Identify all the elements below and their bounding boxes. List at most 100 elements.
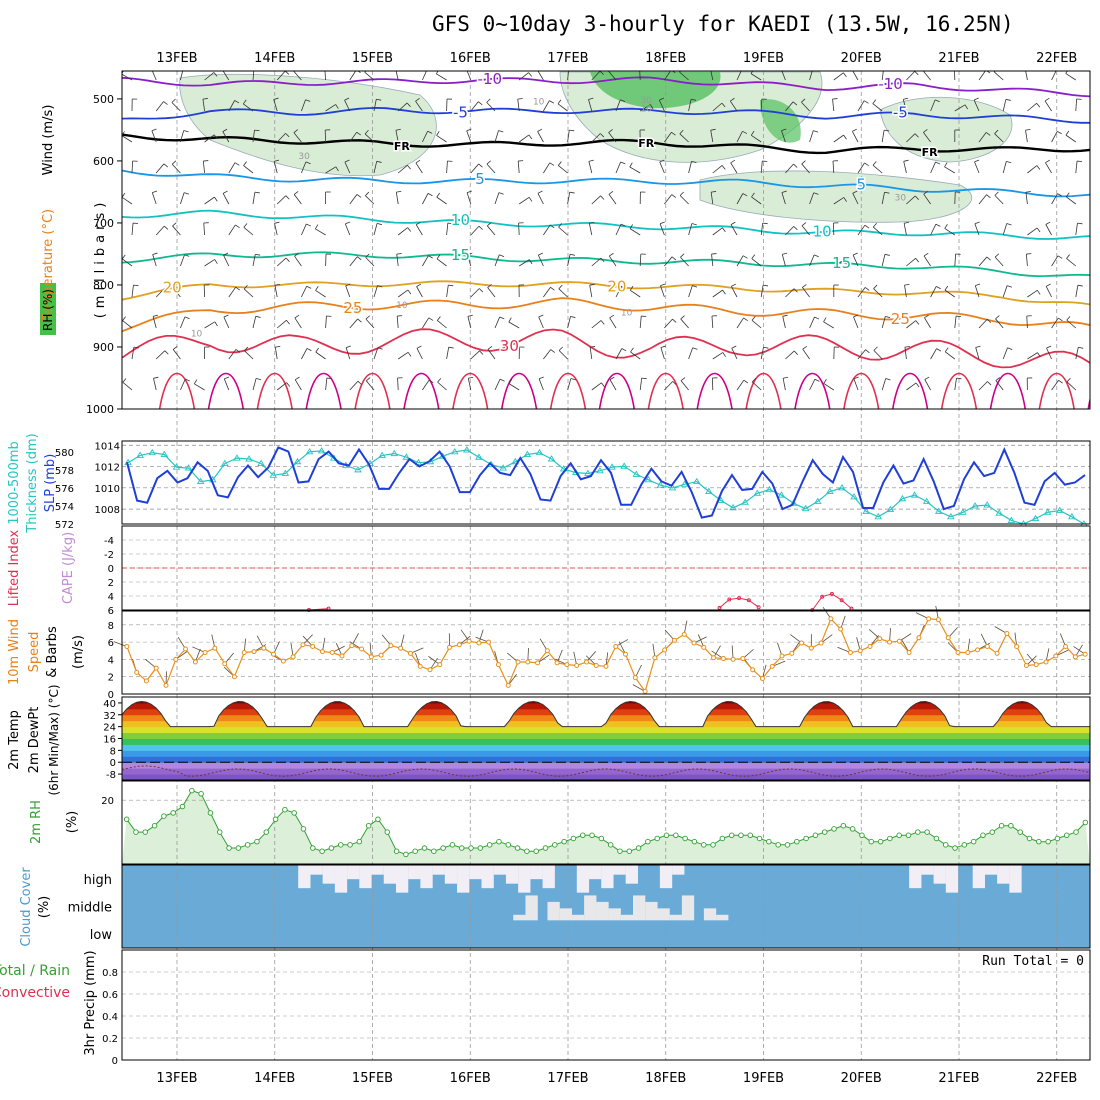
- wind-barb-flag: [904, 283, 910, 286]
- cloud-high-clear: [576, 865, 590, 893]
- wind-barb-flag: [407, 289, 412, 295]
- temp-color-band: [122, 726, 1090, 734]
- temp-color-band: [122, 702, 1090, 710]
- wind-barb: [978, 71, 986, 81]
- wind-speed-marker: [368, 654, 374, 660]
- wind-barb: [397, 164, 408, 174]
- wind-barb: [588, 161, 593, 174]
- thickness-marker: [656, 481, 665, 488]
- wind-barb: [153, 378, 157, 391]
- cloud-mid-clear: [525, 895, 538, 921]
- thickness-marker: [910, 491, 919, 498]
- wind-barb-flag: [550, 286, 555, 291]
- wind-barb: [276, 133, 286, 143]
- wind-barb: [1045, 224, 1052, 236]
- wind-barb-flag: [1057, 255, 1063, 259]
- wind-barb: [301, 99, 306, 112]
- thickness-marker: [475, 453, 483, 460]
- wind-barb-flag: [122, 254, 126, 260]
- wind-barb-flag: [152, 314, 159, 317]
- wind-barb: [508, 321, 520, 329]
- wind-barb: [809, 192, 815, 205]
- wind-barb-flag: [569, 68, 574, 69]
- wind-barb: [467, 316, 472, 329]
- wind-barb-flag: [285, 195, 290, 200]
- rh-marker: [710, 842, 716, 848]
- rh-marker: [663, 832, 670, 839]
- wind-barb-flag: [549, 162, 555, 166]
- wind-speed-marker: [466, 638, 472, 644]
- wind-barb: [591, 133, 601, 143]
- wind-barb: [881, 192, 885, 205]
- wind-barb: [785, 101, 794, 112]
- wind-barb-flag: [903, 97, 909, 100]
- wind-barb: [131, 285, 134, 298]
- wind-barb-flag: [284, 71, 290, 75]
- wind-speed-marker: [926, 616, 932, 622]
- wind-barb: [809, 379, 816, 391]
- label-thickness-1: 1000-500mb: [7, 441, 22, 525]
- wind-speed-marker: [417, 663, 423, 669]
- thickness-marker: [692, 477, 701, 485]
- rh-marker: [468, 845, 474, 851]
- wind-barb-flag: [255, 315, 261, 318]
- wind-barb-flag: [801, 222, 807, 226]
- wind-barb: [122, 135, 133, 143]
- wind-barb: [395, 71, 399, 81]
- wind-barb: [1051, 131, 1058, 143]
- wind-barb-flag: [872, 99, 877, 104]
- wind-barb-flag: [1006, 285, 1012, 288]
- wind-barb-flag: [944, 285, 949, 291]
- wind-barb: [680, 318, 689, 329]
- wind-barb: [608, 132, 617, 143]
- precip-tick-label: 0.6: [102, 990, 118, 1001]
- wind-barb: [995, 318, 1004, 329]
- li-tick-label: -2: [104, 550, 114, 561]
- isotherm-label: 20: [607, 278, 626, 296]
- panel-frame-upper: [121, 70, 1091, 410]
- wind-speed-marker: [515, 659, 521, 665]
- wind-speed-marker: [593, 662, 599, 668]
- rh-marker: [579, 832, 586, 839]
- thickness-marker: [947, 512, 955, 520]
- wind-barb: [345, 285, 351, 298]
- date-label-bottom: 14FEB: [254, 1071, 295, 1086]
- thickness-marker: [463, 446, 471, 453]
- temp-color-band: [122, 774, 1090, 780]
- wind-barb: [151, 192, 157, 205]
- wind-barb: [881, 130, 885, 143]
- wind-barb: [903, 161, 907, 174]
- wind-barb: [1025, 130, 1028, 143]
- date-label-bottom: 20FEB: [841, 1071, 882, 1086]
- wind-barb-flag: [183, 192, 189, 195]
- wind-barb: [591, 320, 602, 329]
- wind-barb-flag: [428, 317, 434, 321]
- wind-barb-flag: [1025, 67, 1030, 68]
- isotherm-label: -10: [878, 75, 903, 93]
- wind-speed-marker: [143, 678, 149, 684]
- isotherm-label: -5: [893, 104, 908, 122]
- rh-marker: [123, 816, 130, 823]
- wind-barb-flag: [985, 132, 991, 136]
- wind-barb-flag: [172, 284, 177, 288]
- lifted-index-marker: [820, 594, 825, 599]
- wind-barb-flag: [924, 376, 930, 380]
- thickness-marker: [245, 455, 253, 462]
- wind-barb-flag: [609, 376, 615, 380]
- wind-barb-flag: [1066, 316, 1071, 321]
- wind-barb: [325, 316, 327, 329]
- wind-barb-flag: [721, 165, 726, 170]
- isotherm-10: [122, 209, 1090, 240]
- cloud-mid-clear: [513, 914, 526, 921]
- wind-barb: [930, 224, 937, 236]
- rh-marker: [794, 838, 800, 845]
- wind-barb-flag: [995, 315, 1000, 320]
- wind-barb: [785, 288, 795, 298]
- wind-barb-flag: [364, 71, 367, 73]
- wind-barb: [588, 223, 593, 236]
- wind-barb-flag: [466, 190, 472, 193]
- wind-barb: [1075, 285, 1079, 298]
- wind-barb: [639, 253, 642, 267]
- wind-barb-flag: [884, 191, 890, 194]
- heat-cell: [403, 372, 440, 409]
